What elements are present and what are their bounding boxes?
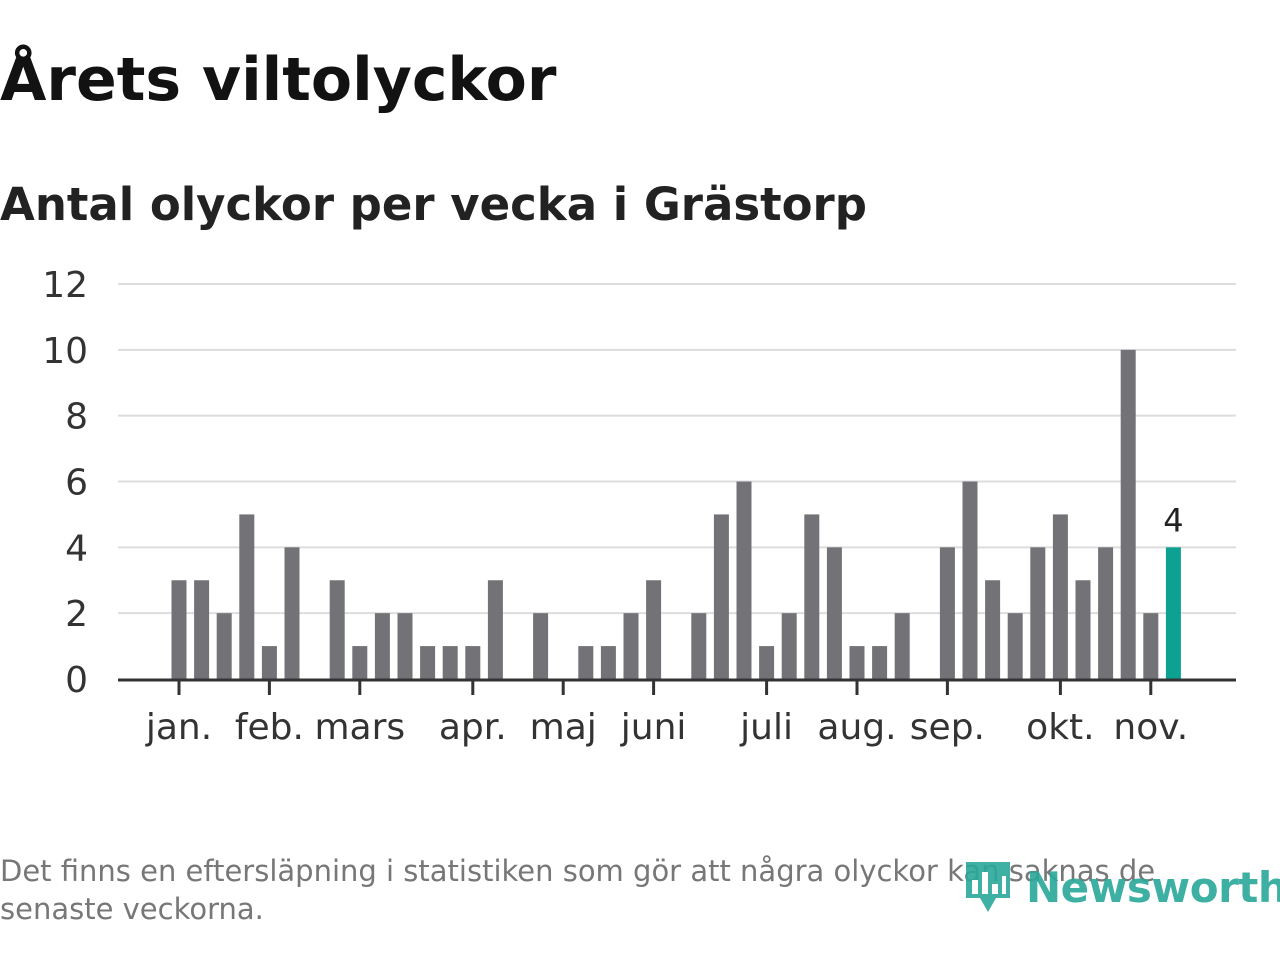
x-tick-label: feb. (235, 707, 304, 748)
y-tick-label: 4 (65, 528, 88, 569)
y-tick-label: 0 (65, 660, 88, 701)
x-tick-label: aug. (817, 707, 896, 748)
bar (872, 646, 888, 679)
bar (804, 514, 820, 679)
bar (284, 547, 300, 679)
bar-chart: 0 2 4 6 8 10 12 jan. feb. mars apr. maj juni juli aug… (42, 265, 1236, 748)
bar (985, 580, 1001, 679)
bar (239, 514, 255, 679)
bar (962, 481, 978, 679)
bar (600, 646, 616, 679)
x-tick-label: jan. (145, 707, 212, 748)
y-tick-label: 2 (65, 594, 88, 635)
bar (623, 613, 639, 679)
brand-name: Newsworthy (1026, 862, 1280, 912)
bar (1052, 514, 1068, 679)
bar (578, 646, 594, 679)
chart-subtitle: Antal olyckor per vecka i Grästorp (0, 178, 867, 231)
bar (894, 613, 910, 679)
newsworthy-logo: Newsworthy (962, 858, 1280, 916)
x-tick-label: sep. (910, 707, 985, 748)
bar (352, 646, 368, 679)
x-tick-label: juli (739, 707, 793, 748)
bar (216, 613, 232, 679)
bar (420, 646, 436, 679)
bar (1098, 547, 1114, 679)
bar (736, 481, 752, 679)
bar (939, 547, 955, 679)
bar (1075, 580, 1091, 679)
bar (826, 547, 842, 679)
bar (465, 646, 481, 679)
bars (171, 349, 1181, 679)
bar (442, 646, 458, 679)
y-axis-ticks: 0 2 4 6 8 10 12 (42, 265, 88, 701)
y-tick-label: 10 (42, 331, 88, 372)
grid-lines (118, 283, 1236, 615)
x-axis: jan. feb. mars apr. maj juni juli aug. sep. okt. n… (118, 678, 1236, 748)
bar (849, 646, 865, 679)
chart-bars-icon (966, 862, 1010, 912)
y-tick-label: 6 (65, 463, 88, 504)
x-tick-label: apr. (439, 707, 507, 748)
x-tick-label: juni (620, 707, 687, 748)
footnote: Det finns en eftersläpning i statistiken… (0, 854, 1156, 926)
bar (374, 613, 390, 679)
bar (171, 580, 187, 679)
bar (646, 580, 662, 679)
bar (691, 613, 707, 679)
x-tick-label: okt. (1026, 707, 1094, 748)
x-tick-label: nov. (1113, 707, 1188, 748)
bar (261, 646, 277, 679)
bar (1120, 349, 1136, 679)
bar (1143, 613, 1159, 679)
x-tick-label: maj (530, 707, 597, 748)
bar (1030, 547, 1046, 679)
chart-title: Årets viltolyckor (0, 45, 557, 115)
bar (1007, 613, 1023, 679)
bar (487, 580, 503, 679)
bar (713, 514, 729, 679)
y-tick-label: 12 (42, 265, 88, 306)
bar (194, 580, 210, 679)
bar (533, 613, 549, 679)
bar (329, 580, 345, 679)
bar-highlight (1165, 547, 1181, 679)
x-tick-label: mars (314, 707, 405, 748)
bar (781, 613, 797, 679)
y-tick-label: 8 (65, 397, 88, 438)
bar (759, 646, 775, 679)
data-label: 4 (1163, 501, 1183, 539)
data-labels: 4 (1163, 501, 1183, 539)
bar (397, 613, 413, 679)
